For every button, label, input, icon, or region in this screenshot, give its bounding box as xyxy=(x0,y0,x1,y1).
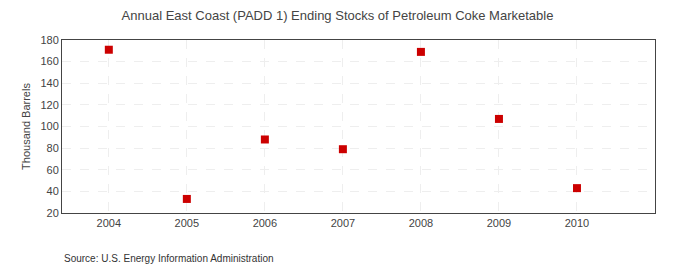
svg-text:Thousand Barrels: Thousand Barrels xyxy=(20,83,32,170)
svg-text:20: 20 xyxy=(47,207,59,219)
svg-text:2010: 2010 xyxy=(565,217,589,229)
svg-text:60: 60 xyxy=(47,164,59,176)
svg-text:180: 180 xyxy=(40,34,58,46)
svg-text:2007: 2007 xyxy=(331,217,355,229)
svg-text:Source: U.S. Energy Informatio: Source: U.S. Energy Information Administ… xyxy=(64,253,274,264)
svg-text:140: 140 xyxy=(40,77,58,89)
svg-text:100: 100 xyxy=(40,120,58,132)
svg-text:2006: 2006 xyxy=(253,217,277,229)
svg-text:160: 160 xyxy=(40,55,58,67)
svg-text:2005: 2005 xyxy=(175,217,199,229)
svg-text:2009: 2009 xyxy=(487,217,511,229)
svg-text:2008: 2008 xyxy=(409,217,433,229)
svg-text:120: 120 xyxy=(40,99,58,111)
svg-text:Annual East Coast (PADD 1) End: Annual East Coast (PADD 1) Ending Stocks… xyxy=(122,8,554,23)
svg-text:40: 40 xyxy=(47,185,59,197)
svg-text:80: 80 xyxy=(47,142,59,154)
svg-text:2004: 2004 xyxy=(97,217,121,229)
